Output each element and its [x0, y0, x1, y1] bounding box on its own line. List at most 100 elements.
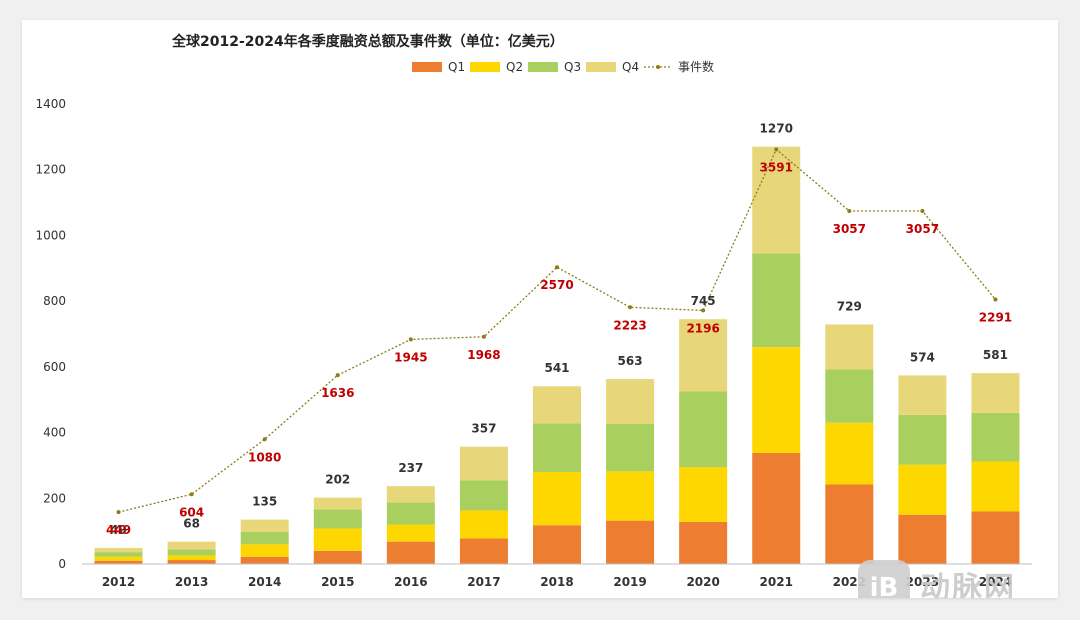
total-label: 745	[691, 294, 716, 308]
total-label: 1270	[760, 122, 793, 136]
event-count-line	[116, 147, 998, 515]
bar-segment-q4	[167, 541, 216, 550]
y-axis: 0 200 400 600 800 1000 1200 1400	[35, 97, 66, 571]
bar-segment-q1	[459, 538, 508, 564]
x-tick-label: 2022	[833, 575, 866, 589]
bar-segment-q1	[313, 550, 362, 564]
bar-segment-q2	[971, 461, 1020, 512]
bar-segment-q1	[898, 514, 947, 564]
legend-label: Q4	[622, 60, 639, 74]
legend-label: Q1	[448, 60, 465, 74]
bars	[94, 146, 1020, 564]
y-tick-label: 1400	[35, 97, 66, 111]
x-tick-label: 2013	[175, 575, 208, 589]
bar-segment-q3	[240, 531, 289, 545]
bar-segment-q1	[825, 484, 874, 564]
y-tick-label: 0	[58, 557, 66, 571]
bar-segment-q4	[752, 146, 801, 254]
x-axis: 2012 2013 2014 2015 2016 2017 2018 2019 2020 2021…	[82, 563, 1032, 589]
stacked-bar-chart: 全球2012-2024年各季度融资总额及事件数（单位：亿美元） Q1 Q2 Q3 Q4…	[35, 33, 1032, 598]
line-point	[628, 305, 633, 310]
watermark-badge-text: iB	[870, 573, 899, 598]
bar-segment-q4	[825, 324, 874, 370]
x-tick-label: 2012	[102, 575, 135, 589]
bar-segment-q3	[752, 253, 801, 348]
y-tick-label: 1200	[35, 163, 66, 177]
legend-line-marker	[656, 65, 660, 69]
legend-label: 事件数	[678, 59, 714, 74]
line-point	[262, 437, 267, 442]
event-count-label: 2196	[686, 321, 719, 335]
bar-segment-q2	[606, 471, 655, 521]
total-label: 202	[325, 473, 350, 487]
chart-card: 全球2012-2024年各季度融资总额及事件数（单位：亿美元） Q1 Q2 Q3 Q4…	[22, 20, 1058, 598]
bar-segment-q2	[386, 524, 435, 542]
legend-swatch-q1	[412, 62, 442, 72]
line-point	[847, 209, 852, 214]
bar-segment-q4	[606, 379, 655, 424]
bar-segment-q2	[459, 510, 508, 539]
event-count-label: 2570	[540, 278, 573, 292]
x-tick-label: 2014	[248, 575, 281, 589]
x-tick-label: 2024	[979, 575, 1012, 589]
x-tick-label: 2018	[540, 575, 573, 589]
watermark-badge-icon	[858, 560, 910, 598]
total-label: 135	[252, 495, 277, 509]
bar-segment-q3	[606, 423, 655, 472]
bar-segment-q3	[898, 414, 947, 465]
line-point	[116, 510, 121, 515]
total-label: 563	[618, 354, 643, 368]
bar-segment-q3	[386, 502, 435, 525]
y-tick-label: 1000	[35, 228, 66, 242]
event-count-label: 1968	[467, 348, 500, 362]
line-point	[408, 337, 413, 342]
x-tick-label: 2020	[686, 575, 719, 589]
bar-segment-q1	[971, 511, 1020, 564]
bar-segment-q1	[167, 560, 216, 564]
total-label: 357	[471, 422, 496, 436]
event-count-label: 1080	[248, 450, 281, 464]
line-point	[189, 492, 194, 497]
x-tick-label: 2019	[613, 575, 646, 589]
bar-segment-q2	[898, 464, 947, 515]
event-count-label: 2223	[613, 318, 646, 332]
event-count-label: 604	[179, 505, 204, 519]
x-tick-label: 2021	[760, 575, 793, 589]
bar-segment-q2	[752, 347, 801, 453]
legend-label: Q2	[506, 60, 523, 74]
line-point	[774, 147, 779, 152]
y-tick-label: 600	[43, 360, 66, 374]
bar-segment-q4	[386, 486, 435, 503]
line-point	[701, 308, 706, 313]
watermark-text: 动脉网	[920, 571, 1016, 598]
line-point	[481, 334, 486, 339]
legend: Q1 Q2 Q3 Q4 事件数	[412, 59, 714, 74]
total-label: 581	[983, 348, 1008, 362]
total-label: 68	[183, 517, 200, 531]
x-tick-label: 2015	[321, 575, 354, 589]
y-tick-label: 800	[43, 294, 66, 308]
bar-segment-q2	[240, 544, 289, 557]
x-tick-label: 2016	[394, 575, 427, 589]
bar-segment-q3	[94, 552, 143, 557]
event-count-label: 1945	[394, 350, 427, 364]
bar-segment-q3	[167, 549, 216, 556]
bar-segment-q1	[679, 521, 728, 564]
total-label: 729	[837, 299, 862, 313]
event-count-label: 449	[106, 523, 131, 537]
bar-segment-q1	[386, 541, 435, 564]
legend-label: Q3	[564, 60, 581, 74]
bar-segment-q3	[459, 480, 508, 511]
bar-segment-q4	[313, 497, 362, 510]
event-count-label: 3591	[760, 160, 793, 174]
event-count-label: 3057	[833, 222, 866, 236]
watermark-logo: iB 动脉网	[858, 560, 1016, 598]
bar-segment-q1	[94, 560, 143, 564]
bar-segment-q3	[971, 412, 1020, 462]
line-point	[920, 209, 925, 214]
bar-segment-q3	[313, 509, 362, 529]
bar-segment-q2	[167, 555, 216, 561]
bar-segment-q1	[606, 520, 655, 564]
bar-segment-q1	[240, 556, 289, 564]
event-count-label: 3057	[906, 222, 939, 236]
